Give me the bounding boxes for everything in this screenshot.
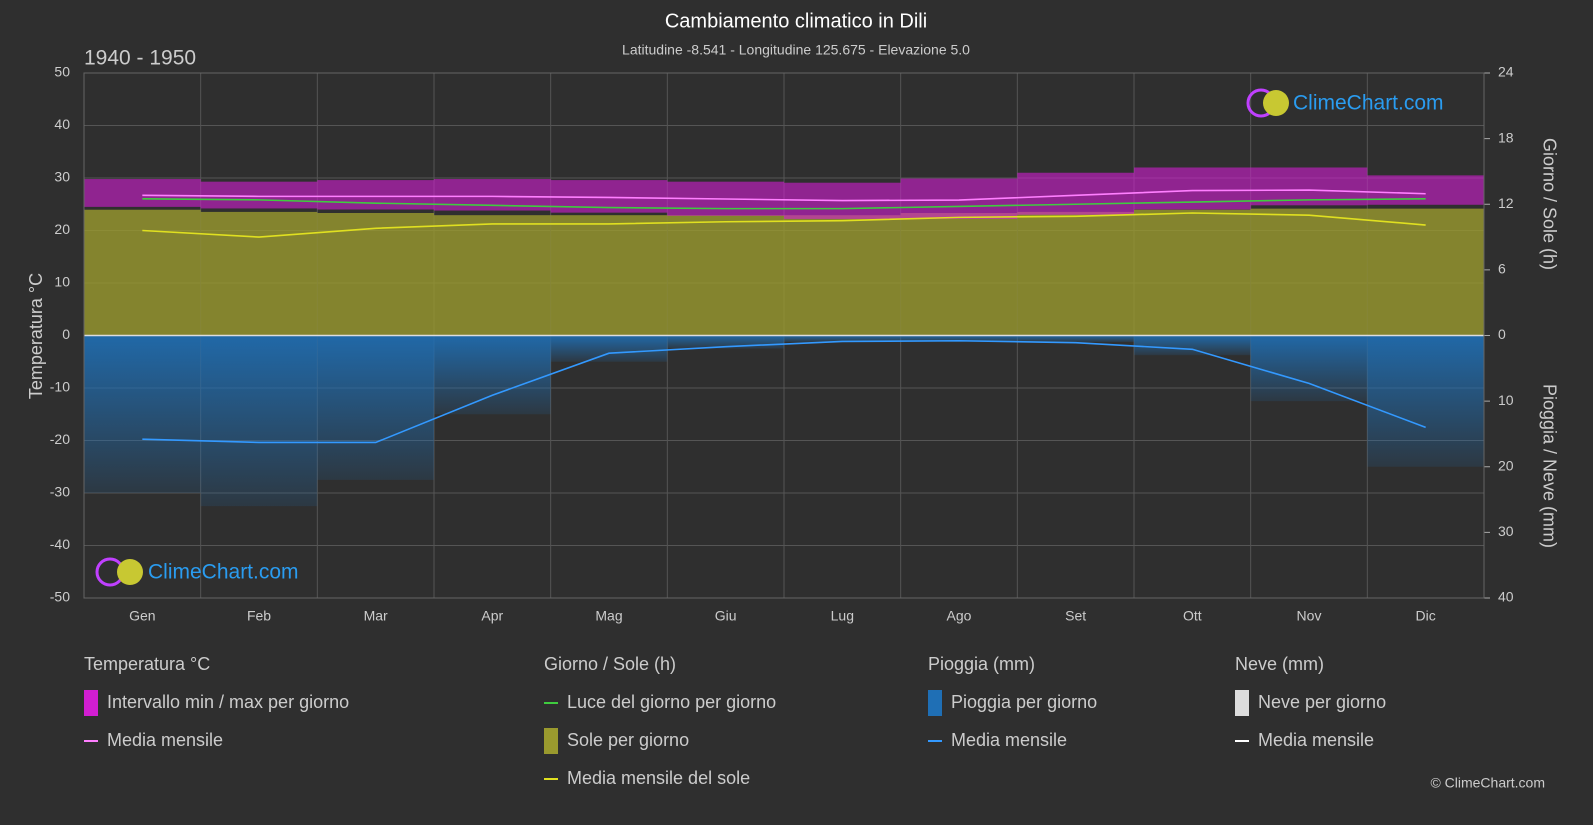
plot: -50 -40 -30 -20 -10 0 10 20 30 40 50 0 6 12 18 24 10 20 30… [50, 64, 1514, 788]
temp-range [84, 179, 201, 207]
y-tick-label: 0 [62, 326, 70, 342]
x-tick-label: Ott [1183, 608, 1202, 624]
plot-frame [83, 72, 1485, 599]
legend-label: Media mensile del sole [567, 768, 750, 788]
x-tick-label: Apr [481, 608, 503, 624]
rain-bar [200, 335, 318, 507]
sun-bar [1250, 208, 1368, 336]
y-tick-label: 40 [54, 116, 70, 132]
sun-bar [200, 211, 318, 336]
logo-sun [1263, 90, 1289, 116]
logo-top: ClimeChart.com [1246, 88, 1444, 118]
x-tick-label: Nov [1297, 608, 1322, 624]
legend-swatch [1235, 690, 1249, 716]
x-tick-label: Gen [129, 608, 155, 624]
y2-tick-label: 0 [1498, 326, 1506, 342]
rain-bar [900, 335, 1018, 343]
y-tick-label: -30 [50, 484, 70, 500]
line [142, 339, 1426, 444]
y3-tick-label: 20 [1498, 457, 1514, 473]
legend-title: Temperatura °C [84, 654, 210, 674]
legend-label: Luce del giorno per giorno [567, 692, 776, 712]
y2-tick-label: 12 [1498, 195, 1514, 211]
legend-label: Intervallo min / max per giorno [107, 692, 349, 712]
rain-bar [1367, 335, 1484, 467]
y3-tick-label: 40 [1498, 589, 1514, 605]
sun-bar [784, 215, 901, 336]
legend-swatch [544, 728, 558, 754]
rain-bar [84, 335, 201, 493]
x-tick-label: Lug [831, 608, 854, 624]
y-tick-label: -10 [50, 379, 70, 395]
x-tick-label: Giu [715, 608, 737, 624]
y3-axis-label: Pioggia / Neve (mm) [1539, 384, 1559, 548]
sun-bar [84, 209, 201, 336]
sun-bar [1134, 209, 1251, 336]
chart-subtitle: Latitudine -8.541 - Longitudine 125.675 … [622, 42, 970, 58]
y-tick-label: -50 [50, 589, 70, 605]
sun-bar [1017, 211, 1134, 336]
y-tick-label: 50 [54, 64, 70, 80]
legend-label: Pioggia per giorno [951, 692, 1097, 712]
x-tick-label: Mar [364, 608, 388, 624]
rain-bar [550, 335, 668, 362]
line [142, 189, 1426, 202]
legend-label: Media mensile [1258, 730, 1374, 750]
temp-range [200, 181, 318, 209]
period: 1940 - 1950 [84, 47, 196, 70]
sun-bar [900, 213, 1018, 336]
x-tick-label: Ago [947, 608, 972, 624]
y3-tick-label: 10 [1498, 392, 1514, 408]
watermark: ClimeChart.com [1293, 92, 1444, 115]
temp-range [1367, 175, 1484, 205]
legend-title: Pioggia (mm) [928, 654, 1035, 674]
legend-title: Neve (mm) [1235, 654, 1324, 674]
rain-bar [317, 335, 434, 480]
sun-bar [550, 215, 668, 336]
legend-title: Giorno / Sole (h) [544, 654, 676, 674]
sun-bar [317, 213, 434, 336]
chart-title: Cambiamento climatico in Dili [665, 10, 927, 32]
rain-bar [784, 335, 901, 343]
legend-label: Sole per giorno [567, 730, 689, 750]
rain-bar [434, 335, 551, 415]
temp-range [317, 180, 434, 210]
x-tick-label: Set [1065, 608, 1086, 624]
y-tick-label: 20 [54, 221, 70, 237]
sun-bar [1367, 208, 1484, 336]
y-axis-label: Temperatura °C [26, 273, 46, 399]
x-tick-label: Dic [1416, 608, 1436, 624]
line [142, 212, 1426, 238]
x-tick-label: Feb [247, 608, 271, 624]
copyright: © ClimeChart.com [1430, 775, 1545, 791]
rain-bar [1017, 335, 1134, 343]
y2-tick-label: 6 [1498, 261, 1506, 277]
sun-bar [434, 215, 551, 336]
legend-label: Media mensile [951, 730, 1067, 750]
logo-sun [117, 559, 143, 585]
legend-swatch [928, 690, 942, 716]
line [142, 197, 1426, 210]
watermark: ClimeChart.com [148, 561, 299, 584]
y2-axis-label: Giorno / Sole (h) [1539, 138, 1559, 270]
legend-swatch [84, 690, 98, 716]
logo-bottom: ClimeChart.com [95, 557, 299, 587]
y-tick-label: -40 [50, 536, 70, 552]
legend-label: Neve per giorno [1258, 692, 1386, 712]
y3-tick-label: 30 [1498, 523, 1514, 539]
rain-bar [1134, 335, 1251, 356]
x-tick-label: Mag [595, 608, 622, 624]
y2-tick-label: 24 [1498, 64, 1514, 80]
y-tick-label: 10 [54, 274, 70, 290]
y-tick-label: 30 [54, 169, 70, 185]
rain-bar [1250, 335, 1368, 402]
legend-label: Media mensile [107, 730, 223, 750]
y-tick-label: -20 [50, 431, 70, 447]
sun-bar [667, 215, 784, 336]
y2-tick-label: 18 [1498, 129, 1514, 145]
